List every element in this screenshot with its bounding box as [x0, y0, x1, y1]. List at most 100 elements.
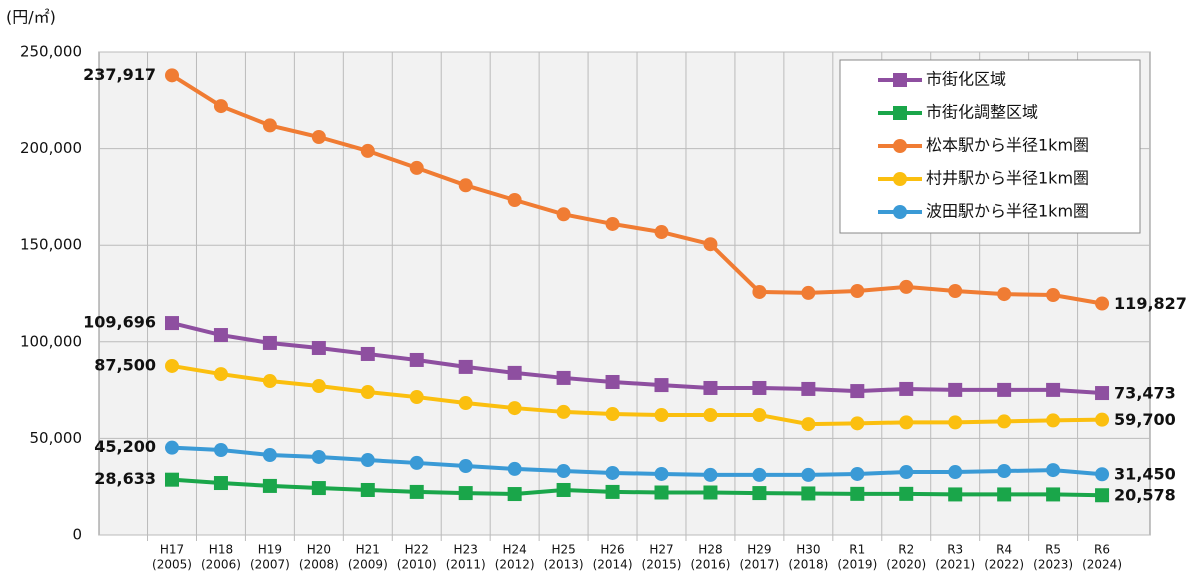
y-tick-label: 0: [72, 526, 82, 544]
x-tick-label: (2014): [593, 558, 633, 572]
marker: [165, 472, 179, 487]
marker: [262, 478, 277, 493]
x-tick-label: H20: [307, 543, 331, 557]
x-tick-label: H29: [747, 543, 771, 557]
x-tick-label: R2: [898, 543, 914, 557]
marker: [1046, 487, 1061, 502]
marker: [556, 207, 571, 222]
legend-label: 市街化調整区域: [926, 103, 1038, 122]
marker: [213, 328, 228, 343]
marker: [654, 466, 669, 481]
marker: [507, 461, 522, 476]
x-tick-label: (2024): [1082, 558, 1122, 572]
x-tick-label: H27: [649, 543, 673, 557]
x-tick-label: (2023): [1033, 558, 1073, 572]
marker: [507, 401, 522, 416]
marker: [899, 415, 914, 430]
marker: [801, 285, 816, 300]
marker: [703, 237, 718, 252]
y-tick-label: 250,000: [20, 43, 82, 61]
marker: [165, 440, 179, 455]
marker: [409, 160, 424, 175]
x-tick-label: H18: [209, 543, 233, 557]
marker: [997, 487, 1012, 502]
x-tick-label: H22: [405, 543, 429, 557]
marker: [556, 370, 571, 385]
data-label: 87,500: [94, 355, 156, 374]
y-tick-label: 100,000: [20, 332, 82, 350]
x-tick-label: (2022): [984, 558, 1024, 572]
x-tick-label: (2011): [446, 558, 486, 572]
marker: [948, 487, 963, 502]
marker: [801, 486, 816, 501]
data-label: 59,700: [1114, 410, 1176, 429]
marker: [458, 486, 473, 501]
legend-label: 村井駅から半径1km圏: [926, 169, 1089, 188]
marker: [311, 449, 326, 464]
marker: [1046, 382, 1061, 397]
data-label: 119,827: [1114, 294, 1187, 313]
marker: [458, 396, 473, 411]
x-tick-label: (2010): [397, 558, 437, 572]
x-tick-label: R3: [947, 543, 963, 557]
marker: [409, 390, 424, 405]
legend-label: 波田駅から半径1km圏: [926, 202, 1089, 221]
data-label: 28,633: [94, 469, 156, 488]
marker: [850, 466, 865, 481]
marker: [1095, 296, 1110, 311]
data-label: 45,200: [94, 437, 156, 456]
marker: [605, 216, 620, 231]
x-tick-label: (2005): [152, 558, 192, 572]
marker: [703, 485, 718, 500]
marker: [654, 225, 669, 240]
marker: [360, 482, 375, 497]
marker: [605, 484, 620, 499]
marker: [360, 143, 375, 158]
legend: 市街化区域市街化調整区域松本駅から半径1km圏村井駅から半径1km圏波田駅から半…: [839, 59, 1141, 234]
series-line: [171, 477, 1103, 498]
legend-label: 松本駅から半径1km圏: [926, 136, 1089, 155]
marker: [311, 481, 326, 496]
x-tick-label: H30: [796, 543, 820, 557]
x-tick-label: (2006): [201, 558, 241, 572]
x-tick-label: H23: [454, 543, 478, 557]
y-tick-label: 200,000: [20, 139, 82, 157]
marker: [899, 279, 914, 294]
marker: [360, 346, 375, 361]
marker: [556, 404, 571, 419]
marker: [850, 416, 865, 431]
marker: [605, 374, 620, 389]
data-label: 109,696: [83, 313, 156, 332]
marker: [165, 68, 179, 83]
marker: [409, 455, 424, 470]
marker: [752, 284, 767, 299]
marker: [458, 178, 473, 193]
marker: [556, 464, 571, 479]
y-tick-label: 50,000: [30, 429, 83, 447]
marker: [1046, 413, 1061, 428]
x-tick-label: H24: [503, 543, 527, 557]
marker: [997, 382, 1012, 397]
marker: [213, 442, 228, 457]
marker: [752, 380, 767, 395]
data-label: 31,450: [1114, 465, 1176, 484]
marker: [213, 99, 228, 114]
marker: [899, 486, 914, 501]
marker: [893, 205, 907, 219]
marker: [752, 467, 767, 482]
marker: [458, 459, 473, 474]
marker: [1095, 467, 1110, 482]
series-line: [170, 73, 1103, 306]
x-tick-label: H17: [160, 543, 184, 557]
marker: [165, 316, 179, 331]
marker: [262, 335, 277, 350]
marker: [507, 192, 522, 207]
marker: [605, 465, 620, 480]
marker: [507, 487, 522, 502]
marker: [213, 367, 228, 382]
marker: [605, 407, 620, 422]
x-tick-label: (2007): [250, 558, 290, 572]
x-tick-label: R1: [849, 543, 865, 557]
series-line: [171, 445, 1103, 477]
x-tick-label: H19: [258, 543, 282, 557]
